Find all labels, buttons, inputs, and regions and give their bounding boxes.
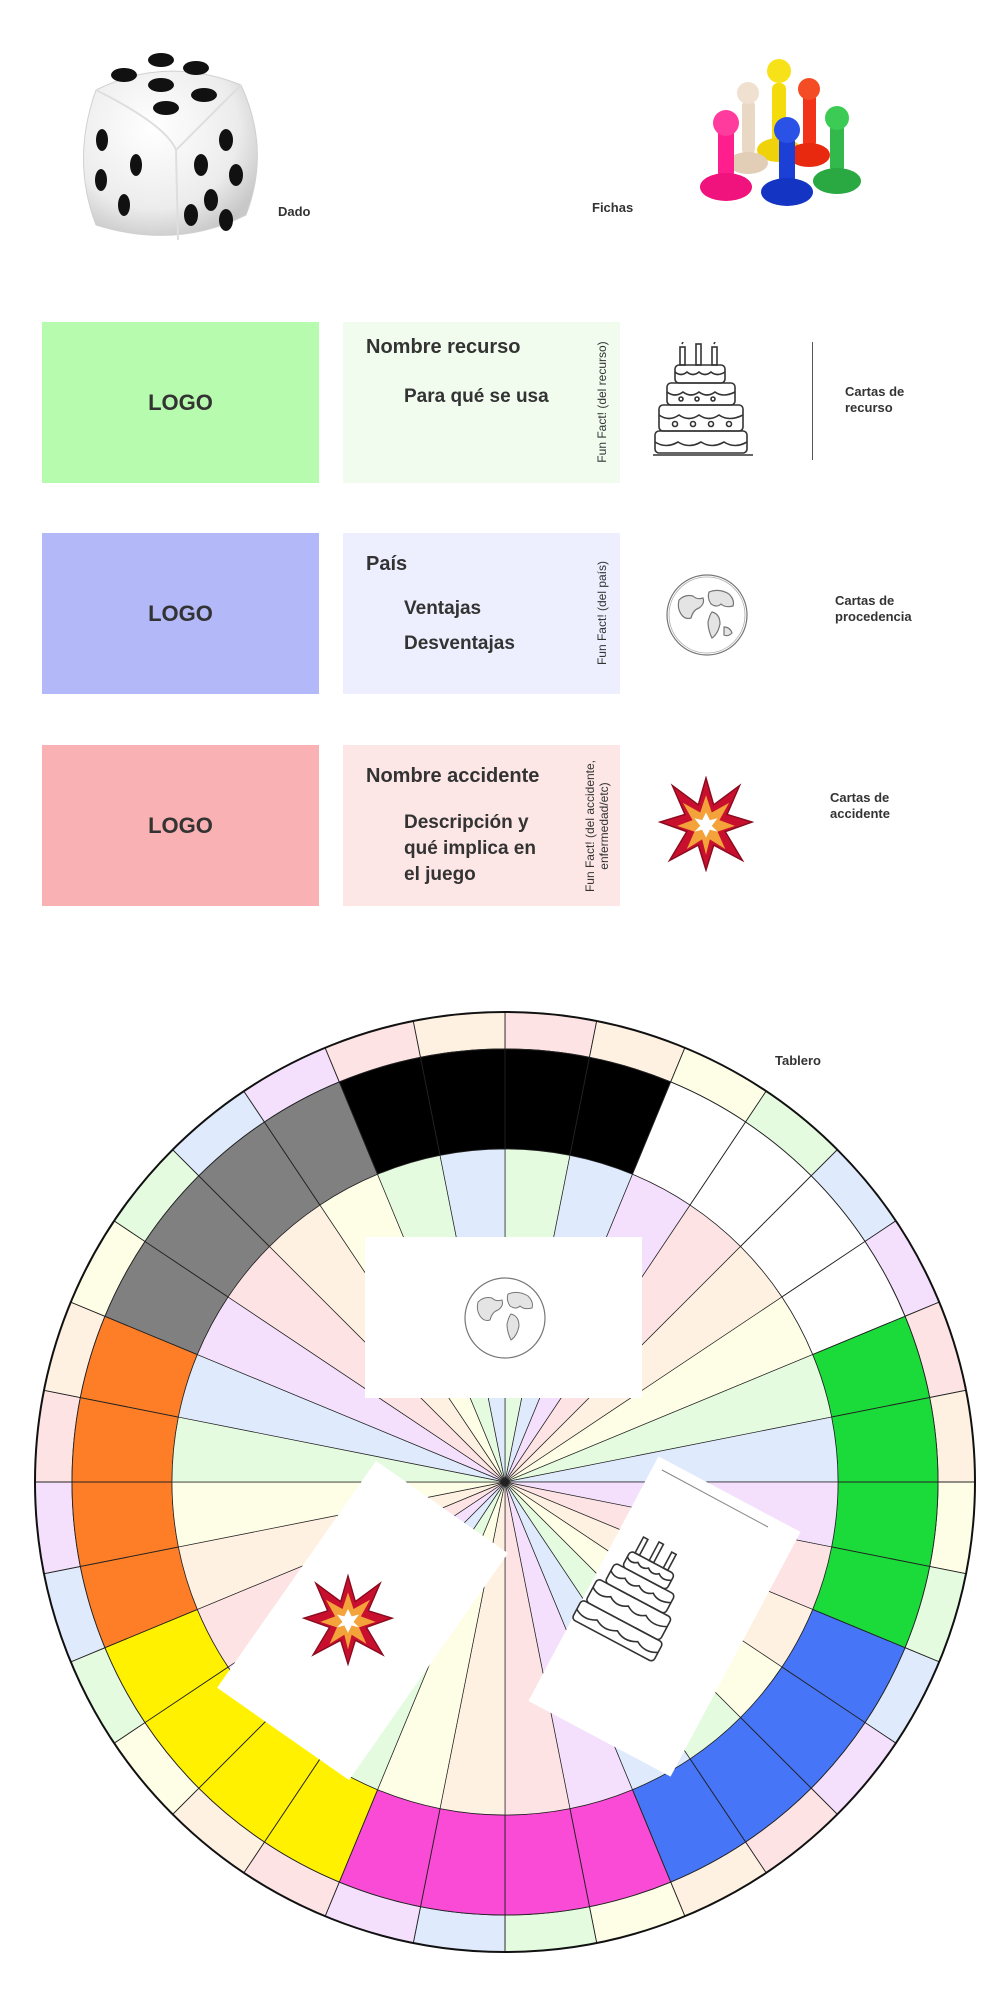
origin-fun-fact: Fun Fact! (del país) [595, 560, 609, 666]
origin-card-back: LOGO [42, 533, 319, 694]
cake-icon [653, 342, 753, 456]
accident-fun-fact: Fun Fact! (del accidente, enfermedad/etc… [583, 751, 611, 901]
resource-divider [812, 342, 813, 460]
resource-card-use: Para qué se usa [404, 386, 549, 407]
pieces-label: Fichas [592, 200, 634, 215]
resource-logo-text: LOGO [148, 389, 213, 415]
board-resource-divider [661, 1469, 769, 1528]
board-outline [34, 1011, 976, 1953]
origin-logo-text: LOGO [148, 600, 213, 626]
resource-card-front: Nombre recurso Para qué se usa Fun Fact!… [343, 322, 620, 483]
globe-icon [666, 574, 748, 656]
accident-card-desc-3: el juego [404, 864, 476, 885]
dice-icon [83, 53, 258, 241]
board-explosion-icon [301, 1573, 395, 1667]
board-label: Tablero [775, 1053, 821, 1068]
explosion-icon [658, 776, 754, 872]
accident-card-desc-1: Descripción y [404, 812, 529, 833]
board-globe-icon [464, 1277, 546, 1359]
origin-card-title: País [366, 553, 408, 575]
resource-fun-fact: Fun Fact! (del recurso) [595, 341, 609, 463]
resource-caption: Cartas de recurso [845, 384, 905, 416]
dice-label: Dado [278, 204, 311, 219]
accident-fun-fact-line2: enfermedad/etc) [597, 782, 611, 870]
resource-card-back: LOGO [42, 322, 319, 483]
game-pieces-icon [700, 59, 861, 206]
accident-card-back: LOGO [42, 745, 319, 906]
pieces-image [690, 55, 890, 220]
origin-card-disadvantages: Desventajas [404, 633, 515, 654]
accident-logo-text: LOGO [148, 812, 213, 838]
accident-caption: Cartas de accidente [830, 790, 890, 822]
origin-card-front: País Ventajas Desventajas Fun Fact! (del… [343, 533, 620, 694]
accident-card-desc-2: qué implica en [404, 838, 536, 859]
dice-image [66, 50, 270, 254]
origin-caption: Cartas de procedencia [835, 593, 912, 625]
accident-card-title: Nombre accidente [366, 765, 540, 787]
accident-fun-fact-line1: Fun Fact! (del accidente, [583, 759, 597, 893]
origin-card-advantages: Ventajas [404, 598, 482, 619]
board-resource-deck [528, 1456, 801, 1777]
resource-card-title: Nombre recurso [366, 336, 521, 358]
game-board [34, 1011, 976, 1953]
board-cake-icon [572, 1536, 678, 1662]
accident-card-front: Nombre accidente Descripción y qué impli… [343, 745, 620, 906]
